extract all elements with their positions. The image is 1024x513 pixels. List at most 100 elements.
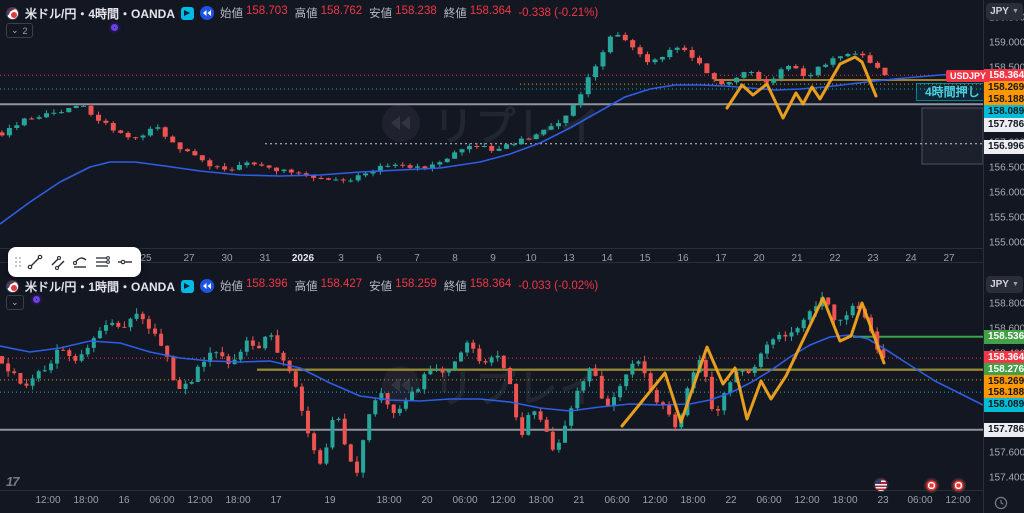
time-axis-label: 27	[183, 253, 195, 264]
chevron-down-icon: ▼	[1011, 281, 1019, 288]
chevron-down-icon: ⌄	[11, 297, 19, 307]
price-label: 156.996	[984, 140, 1024, 154]
ohlc-values: 始値 158.703 高値 158.762 安値 158.238 終値 158.364 -0.3…	[220, 5, 598, 21]
high-impact-event-icon[interactable]	[952, 479, 965, 492]
ohlc-values: 始値 158.396 高値 158.427 安値 158.259 終値 158.364 -0.0…	[220, 278, 598, 294]
time-axis-label: 8	[452, 253, 458, 264]
price-tick-label: 158.600	[989, 323, 1024, 335]
double-trend-line-tool-icon[interactable]	[47, 250, 67, 274]
time-axis-label: 18:00	[376, 495, 402, 506]
time-axis-label: 31	[259, 253, 271, 264]
time-axis-label: 06:00	[149, 495, 175, 506]
price-label: 157.786	[984, 117, 1024, 132]
currency-toggle-button[interactable]: JPY ▼	[986, 3, 1023, 20]
chart-title[interactable]: 米ドル/円・1時間・OANDA	[25, 279, 176, 294]
us-flag-event-icon[interactable]	[875, 479, 887, 491]
text-annotation[interactable]: 4時間押し	[916, 83, 983, 101]
time-axis-label: 9	[490, 253, 496, 264]
price-label: 158.269	[984, 81, 1024, 95]
horizontal-line-tool-icon[interactable]	[115, 250, 135, 274]
clock-icon[interactable]	[994, 496, 1008, 513]
market-status-icon[interactable]	[181, 279, 195, 293]
replay-jump-icon[interactable]	[200, 6, 215, 20]
chart-title[interactable]: 米ドル/円・4時間・OANDA	[25, 6, 176, 21]
symbol-price-tag: USDJPY	[946, 69, 991, 82]
price-label: 158.536	[984, 330, 1024, 344]
time-axis-label: 18:00	[680, 495, 706, 506]
time-axis-label: 22	[829, 253, 841, 264]
time-axis-label: 23	[867, 253, 879, 264]
time-axis-label: 12:00	[794, 495, 820, 506]
chart-pane-1h[interactable]: リプレイ	[0, 264, 983, 490]
trend-line-tool-icon[interactable]	[25, 250, 45, 274]
change-value: -0.033 (-0.02%)	[518, 280, 599, 292]
ohlc-group: 高値 158.427	[294, 278, 363, 293]
time-axis-4h[interactable]: 25 27 30 31 2026 3 6 7 8 9 10 13 14 15 16 17 20 21 22 23 24 2…	[0, 248, 983, 264]
price-tick-label: 159.000	[989, 37, 1024, 49]
time-axis-label: 17	[715, 253, 727, 264]
status-ring-icon[interactable]	[111, 24, 118, 31]
time-axis-label: 17	[270, 495, 282, 506]
instrument-flag-icon	[6, 279, 19, 293]
high-impact-event-icon[interactable]	[925, 479, 938, 492]
ohlc-group: 始値 158.396	[220, 278, 288, 293]
tradingview-logo[interactable]: 17	[6, 474, 20, 489]
time-axis-label: 21	[791, 253, 803, 264]
drawing-toolbar[interactable]	[8, 247, 141, 277]
chart-header-1h: 米ドル/円・1時間・OANDA 始値 158.396 高値 158.427 安値 158.…	[6, 278, 598, 294]
price-label: 158.188	[984, 386, 1024, 400]
time-axis-label: 06:00	[452, 495, 478, 506]
time-axis-label: 15	[639, 253, 651, 264]
toolbar-drag-handle[interactable]	[14, 257, 23, 267]
time-axis-label: 18:00	[528, 495, 554, 506]
ohlc-group: 高値 158.762	[294, 5, 363, 20]
price-tick-label: 156.500	[989, 162, 1024, 174]
price-label: 158.364	[984, 351, 1024, 365]
time-axis-label: 21	[573, 495, 585, 506]
ohlc-group: 安値 158.238	[369, 5, 437, 20]
price-label: 158.269	[984, 374, 1024, 389]
time-axis-label: 22	[725, 495, 737, 506]
chevron-down-icon: ▼	[1011, 8, 1019, 15]
replay-jump-icon[interactable]	[200, 279, 215, 293]
price-tick-label: 158.500	[989, 63, 1024, 74]
price-label: 158.089	[984, 105, 1024, 119]
chart-header-4h: 米ドル/円・4時間・OANDA 始値 158.703 高値 158.762 安値 158.…	[6, 5, 598, 21]
time-axis-label: 25	[140, 253, 152, 264]
price-tick-label: 155.000	[989, 237, 1024, 249]
chart-pane-4h[interactable]: リプレイ 4時間押し	[0, 0, 983, 248]
parallel-channel-tool-icon[interactable]	[92, 250, 112, 274]
time-axis-label: 12:00	[642, 495, 668, 506]
candlestick-chart-1h[interactable]	[0, 264, 983, 490]
time-axis-label: 6	[376, 253, 382, 264]
market-status-icon[interactable]	[181, 6, 195, 20]
time-axis-label: 3	[338, 253, 344, 264]
time-axis-label: 18:00	[73, 495, 99, 506]
change-value: -0.338 (-0.21%)	[518, 7, 599, 19]
time-axis-label: 20	[421, 495, 433, 506]
time-axis-label: 18:00	[832, 495, 858, 506]
time-axis-label: 12:00	[945, 495, 971, 506]
time-axis-1h[interactable]: 12:00 18:00 16 06:00 12:00 18:00 17 19 18:00 20 06…	[0, 490, 983, 513]
price-tick-label: 158.800	[989, 298, 1024, 310]
currency-toggle-button[interactable]: JPY ▼	[986, 276, 1023, 293]
status-ring-icon[interactable]	[33, 296, 40, 303]
legend-collapse-button[interactable]: ⌄ 2	[6, 23, 33, 38]
time-axis-label: 7	[414, 253, 420, 264]
price-label: 157.786	[984, 423, 1024, 437]
legend-collapse-button[interactable]: ⌄	[6, 295, 24, 310]
price-scale[interactable]: 159.500159.000158.500158.000157.500157.0…	[983, 0, 1024, 513]
chevron-down-icon: ⌄	[11, 25, 19, 35]
price-tick-label: 157.400	[989, 472, 1024, 484]
curve-tool-icon[interactable]	[70, 250, 90, 274]
ohlc-group: 終値 158.364	[443, 5, 512, 20]
time-axis-label: 2026	[291, 253, 315, 264]
price-label: 158.089	[984, 397, 1024, 412]
annotation-text: 4時間押し	[925, 85, 980, 99]
time-axis-label: 06:00	[604, 495, 630, 506]
time-axis-label: 24	[905, 253, 917, 264]
price-label: 158.276	[984, 363, 1024, 377]
time-axis-label: 16	[118, 495, 130, 506]
candlestick-chart-4h[interactable]	[0, 0, 983, 248]
